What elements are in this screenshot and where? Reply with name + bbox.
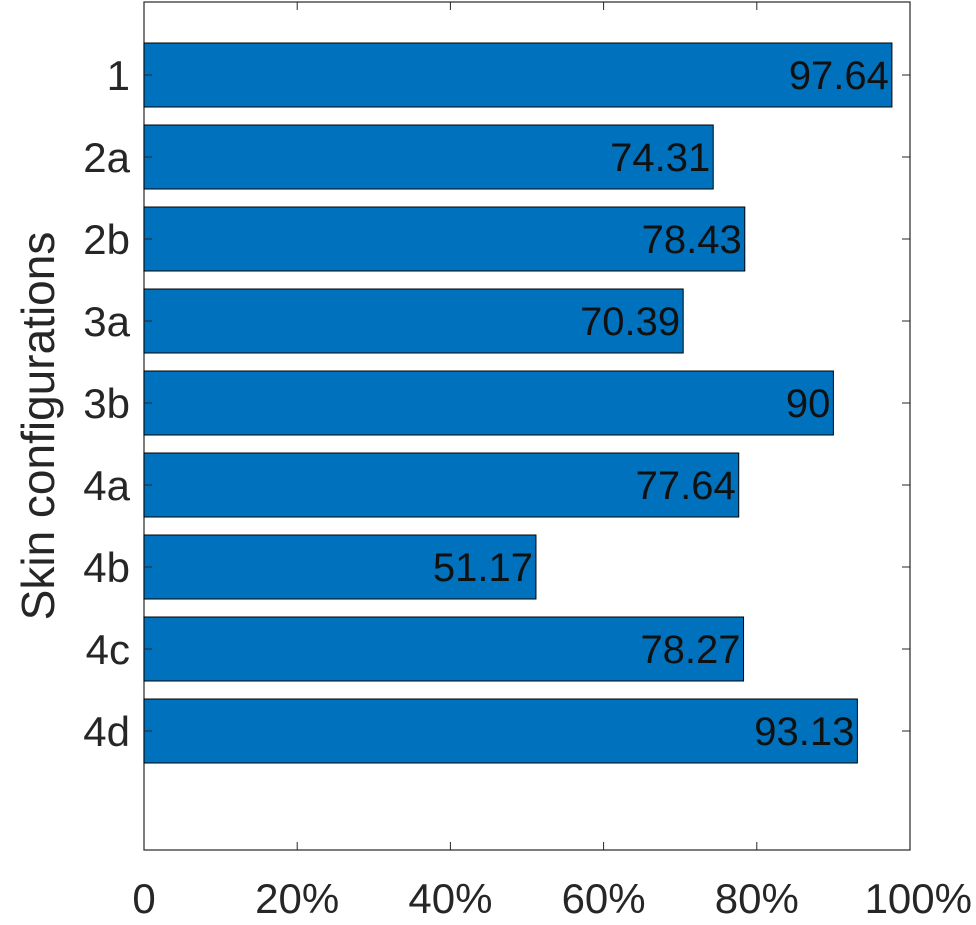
- y-tick-label-3b: 3b: [83, 380, 130, 427]
- y-tick-label-4a: 4a: [83, 462, 130, 509]
- y-tick-label-4c: 4c: [86, 626, 130, 673]
- x-tick-label-60: 60%: [562, 875, 646, 922]
- data-label-3b: 90: [786, 382, 831, 426]
- bar-4d: [143, 698, 858, 764]
- x-tick-label-80: 80%: [715, 875, 799, 922]
- data-label-4a: 77.64: [636, 464, 736, 508]
- bar-2b: [143, 206, 746, 272]
- data-label-4c: 78.27: [640, 628, 740, 672]
- data-label-4d: 93.13: [754, 710, 854, 754]
- x-tick-label-20: 20%: [255, 875, 339, 922]
- bar-3a: [143, 288, 684, 354]
- y-axis-label: Skin configurations: [12, 232, 64, 621]
- data-label-2b: 78.43: [642, 218, 742, 262]
- y-tick-label-3a: 3a: [83, 298, 130, 345]
- ticks-group: 1 2a 2b 3a 3b 4a 4b 4c 4d 0 20% 40% 60% 80% 100%: [83, 2, 972, 922]
- data-label-1: 97.64: [789, 54, 889, 98]
- y-tick-label-1: 1: [107, 52, 130, 99]
- data-label-2a: 74.31: [610, 136, 710, 180]
- bar-4b: [143, 534, 537, 600]
- x-tick-label-0: 0: [132, 875, 155, 922]
- y-tick-label-4b: 4b: [83, 544, 130, 591]
- bar-3b: [143, 370, 834, 436]
- bar-2a: [143, 124, 714, 190]
- bar-4c: [143, 616, 745, 682]
- bar-4a: [143, 452, 740, 518]
- x-tick-label-100: 100%: [865, 875, 972, 922]
- data-label-4b: 51.17: [433, 546, 533, 590]
- y-tick-label-4d: 4d: [83, 708, 130, 755]
- data-label-3a: 70.39: [580, 300, 680, 344]
- bars-group: 97.64 74.31 78.43 70.39 90 77.64 51.17 78.27 93.…: [143, 42, 893, 764]
- y-tick-label-2a: 2a: [83, 134, 130, 181]
- x-tick-label-40: 40%: [408, 875, 492, 922]
- bar-1: [143, 42, 893, 108]
- y-tick-label-2b: 2b: [83, 216, 130, 263]
